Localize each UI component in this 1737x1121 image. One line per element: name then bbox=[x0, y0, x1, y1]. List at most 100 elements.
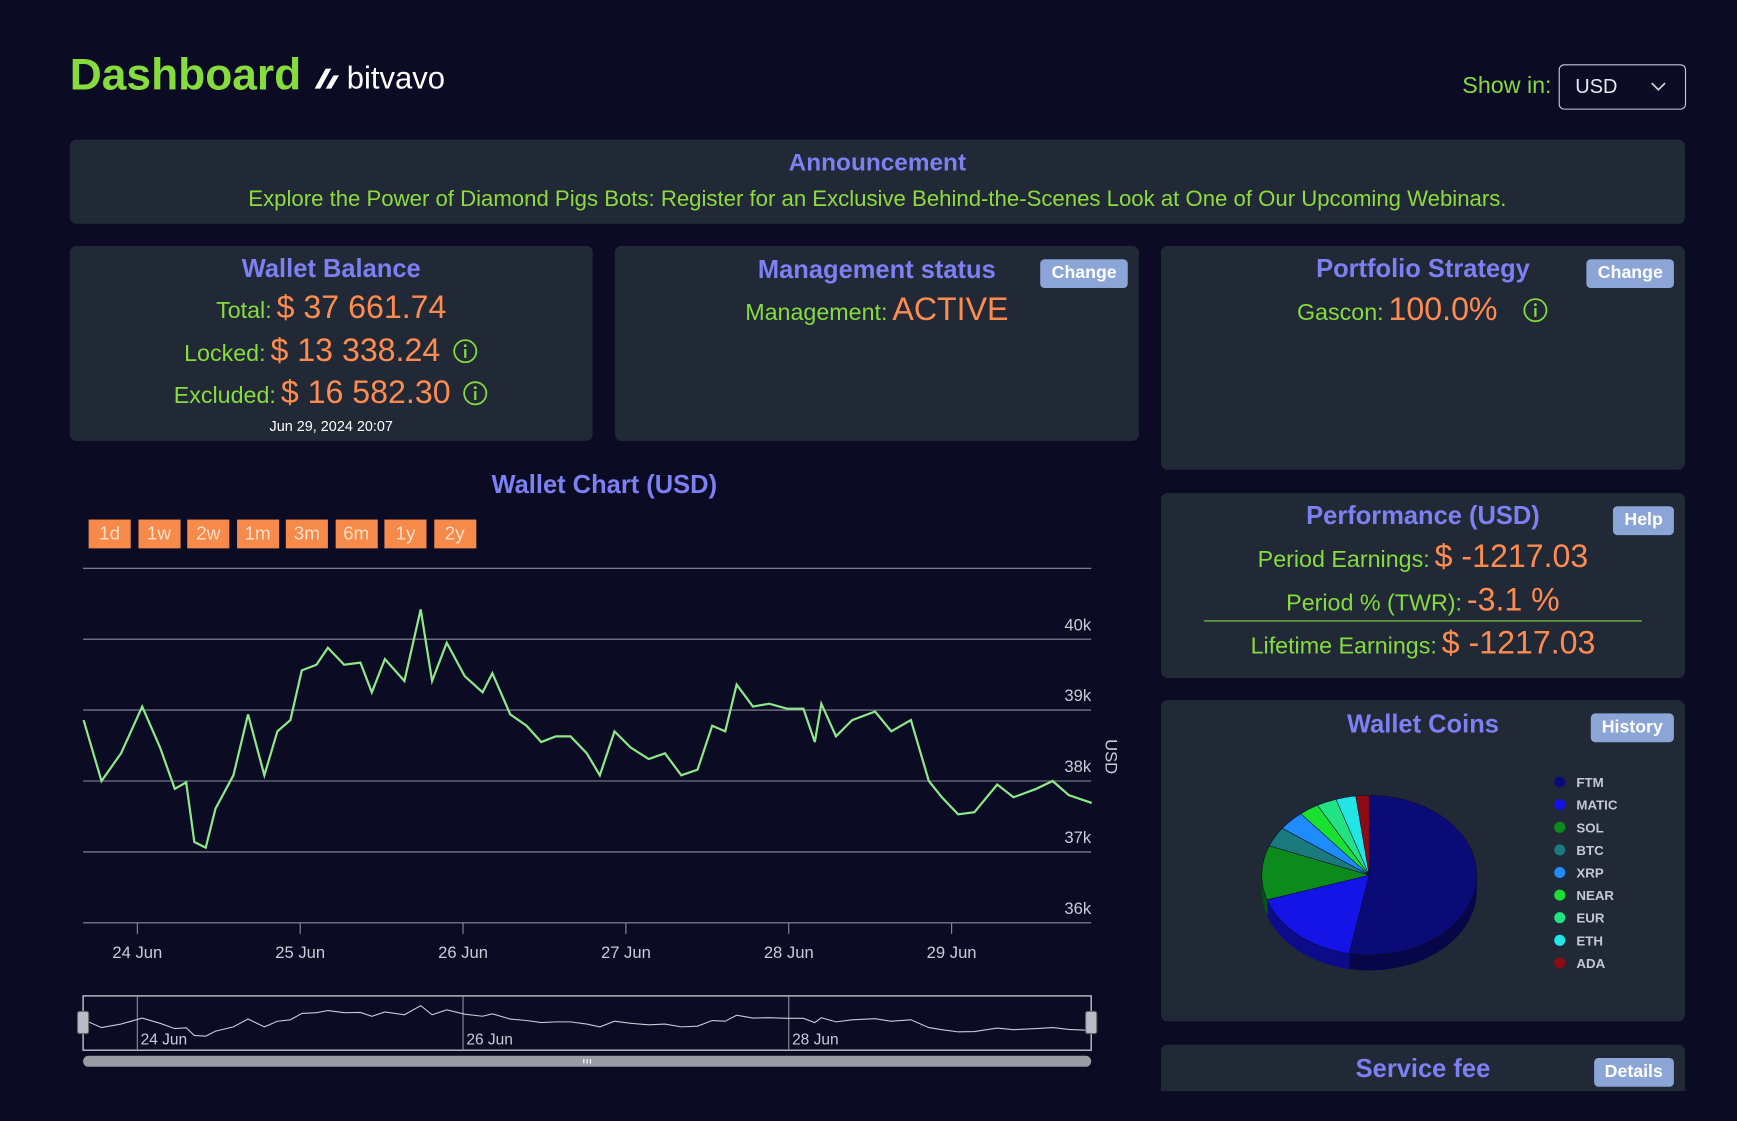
y-tick-label: 36k bbox=[1064, 899, 1091, 918]
line-series bbox=[82, 609, 1093, 850]
announcement-text: Explore the Power of Diamond Pigs Bots: … bbox=[248, 187, 1507, 212]
history-button[interactable]: History bbox=[1590, 713, 1674, 743]
page-title: Dashboard bbox=[69, 50, 302, 100]
locked-value: $ 13 338.24 bbox=[270, 333, 441, 369]
info-icon[interactable] bbox=[452, 338, 479, 365]
excluded-value: $ 16 582.30 bbox=[280, 375, 451, 411]
range-slider bbox=[82, 995, 1092, 1051]
range-button[interactable]: 2w bbox=[187, 519, 230, 549]
legend-label: NEAR bbox=[1576, 888, 1614, 903]
timestamp: Jun 29, 2024 20:07 bbox=[269, 417, 393, 435]
announcement-panel: Announcement Explore the Power of Diamon… bbox=[69, 139, 1685, 224]
x-tick-label: 29 Jun bbox=[927, 943, 977, 962]
pie-slice bbox=[1261, 845, 1371, 901]
row-label: Period Earnings: bbox=[1257, 547, 1430, 573]
legend-swatch bbox=[1554, 934, 1566, 946]
announcement-title: Announcement bbox=[788, 148, 967, 177]
management-panel: Management status Change Management: ACT… bbox=[614, 245, 1139, 441]
help-button[interactable]: Help bbox=[1613, 506, 1674, 536]
legend-label: SOL bbox=[1576, 820, 1603, 835]
legend-label: ETH bbox=[1576, 933, 1603, 948]
range-button[interactable]: 6m bbox=[335, 519, 378, 549]
strategy-panel: Portfolio Strategy Change Gascon: 100.0% bbox=[1160, 245, 1685, 470]
divider bbox=[1204, 620, 1642, 622]
total-label: Total: bbox=[216, 297, 272, 324]
row-value: $ -1217.03 bbox=[1441, 625, 1596, 662]
pie-slice bbox=[1348, 795, 1477, 956]
panel-title: Wallet Coins bbox=[1346, 708, 1499, 738]
slider-tick-label: 26 Jun bbox=[466, 1032, 513, 1049]
slider-handle[interactable] bbox=[1085, 1010, 1098, 1035]
total-value: $ 37 661.74 bbox=[276, 290, 447, 326]
management-status: ACTIVE bbox=[892, 292, 1009, 328]
chart-title: Wallet Chart (USD) bbox=[491, 469, 718, 499]
x-tick-label: 27 Jun bbox=[601, 943, 651, 962]
info-icon[interactable] bbox=[1522, 297, 1549, 324]
legend-label: BTC bbox=[1576, 843, 1604, 858]
row-value: $ -1217.03 bbox=[1434, 539, 1589, 575]
row-label: Lifetime Earnings: bbox=[1250, 633, 1437, 660]
change-button[interactable]: Change bbox=[1040, 259, 1128, 289]
y-tick-label: 40k bbox=[1064, 615, 1091, 634]
pie-slice bbox=[1355, 795, 1370, 876]
slider-tick-label: 28 Jun bbox=[792, 1032, 839, 1049]
slider-tick-label: 24 Jun bbox=[141, 1032, 188, 1049]
performance-panel: Performance (USD) Help Period Earnings: … bbox=[1160, 492, 1685, 678]
legend-label: EUR bbox=[1576, 911, 1604, 926]
legend-swatch bbox=[1554, 844, 1566, 856]
change-button[interactable]: Change bbox=[1586, 259, 1674, 289]
show-in-label: Show in: bbox=[1462, 73, 1552, 99]
brand-name: bitvavo bbox=[346, 60, 446, 96]
slider-handle[interactable] bbox=[76, 1010, 90, 1035]
management-label: Management: bbox=[745, 300, 888, 326]
panel-title: Portfolio Strategy bbox=[1316, 253, 1530, 283]
y-axis-label: USD bbox=[1102, 739, 1121, 774]
legend-swatch bbox=[1554, 889, 1566, 901]
strategy-value: 100.0% bbox=[1388, 292, 1498, 328]
legend-label: ADA bbox=[1576, 956, 1605, 971]
x-tick-label: 25 Jun bbox=[275, 943, 325, 962]
range-button[interactable]: 1y bbox=[384, 519, 427, 549]
pie-slice bbox=[1266, 874, 1370, 954]
legend-swatch bbox=[1554, 821, 1566, 833]
range-button[interactable]: 3m bbox=[285, 519, 328, 549]
wallet-coins-panel: Wallet Coins History bbox=[1160, 700, 1685, 1022]
x-tick-label: 24 Jun bbox=[112, 943, 162, 962]
legend-swatch bbox=[1554, 912, 1566, 924]
y-tick-label: 38k bbox=[1064, 757, 1091, 776]
legend-label: FTM bbox=[1576, 775, 1603, 790]
x-tick-label: 28 Jun bbox=[764, 943, 814, 962]
legend-label: MATIC bbox=[1576, 798, 1617, 813]
scrollbar-grip bbox=[583, 1059, 592, 1064]
panel-title: Performance (USD) bbox=[1306, 500, 1540, 530]
range-button[interactable]: 1m bbox=[236, 519, 279, 549]
pie-chart: FTM MATIC SOL BTC XRP NEAR EUR ETH ADA bbox=[1261, 775, 1618, 971]
row-label: Period % (TWR): bbox=[1286, 590, 1462, 616]
dropdown-arrow bbox=[1651, 82, 1666, 91]
currency-select[interactable]: USD bbox=[1558, 64, 1687, 110]
range-button[interactable]: 1d bbox=[88, 519, 131, 549]
legend-swatch bbox=[1554, 957, 1566, 969]
legend-label: XRP bbox=[1576, 865, 1603, 880]
excluded-label: Excluded: bbox=[173, 383, 276, 409]
slider-line bbox=[83, 1004, 1092, 1037]
y-tick-label: 37k bbox=[1064, 828, 1091, 847]
details-button[interactable]: Details bbox=[1593, 1057, 1674, 1087]
range-button[interactable]: 2y bbox=[433, 519, 476, 549]
legend-swatch bbox=[1554, 799, 1566, 811]
currency-value: USD bbox=[1575, 75, 1618, 98]
panel-title: Wallet Balance bbox=[241, 253, 421, 283]
range-button[interactable]: 1w bbox=[137, 519, 181, 549]
legend-swatch bbox=[1554, 776, 1566, 788]
service-fee-panel: Service fee Details bbox=[1160, 1044, 1685, 1092]
info-icon[interactable] bbox=[462, 380, 489, 407]
x-tick-label: 26 Jun bbox=[438, 943, 488, 962]
legend-swatch bbox=[1554, 866, 1566, 879]
panel-title: Service fee bbox=[1355, 1053, 1491, 1083]
locked-label: Locked: bbox=[184, 341, 266, 367]
strategy-label: Gascon: bbox=[1296, 300, 1384, 326]
row-value: -3.1 % bbox=[1466, 582, 1560, 619]
y-tick-label: 39k bbox=[1064, 686, 1091, 705]
